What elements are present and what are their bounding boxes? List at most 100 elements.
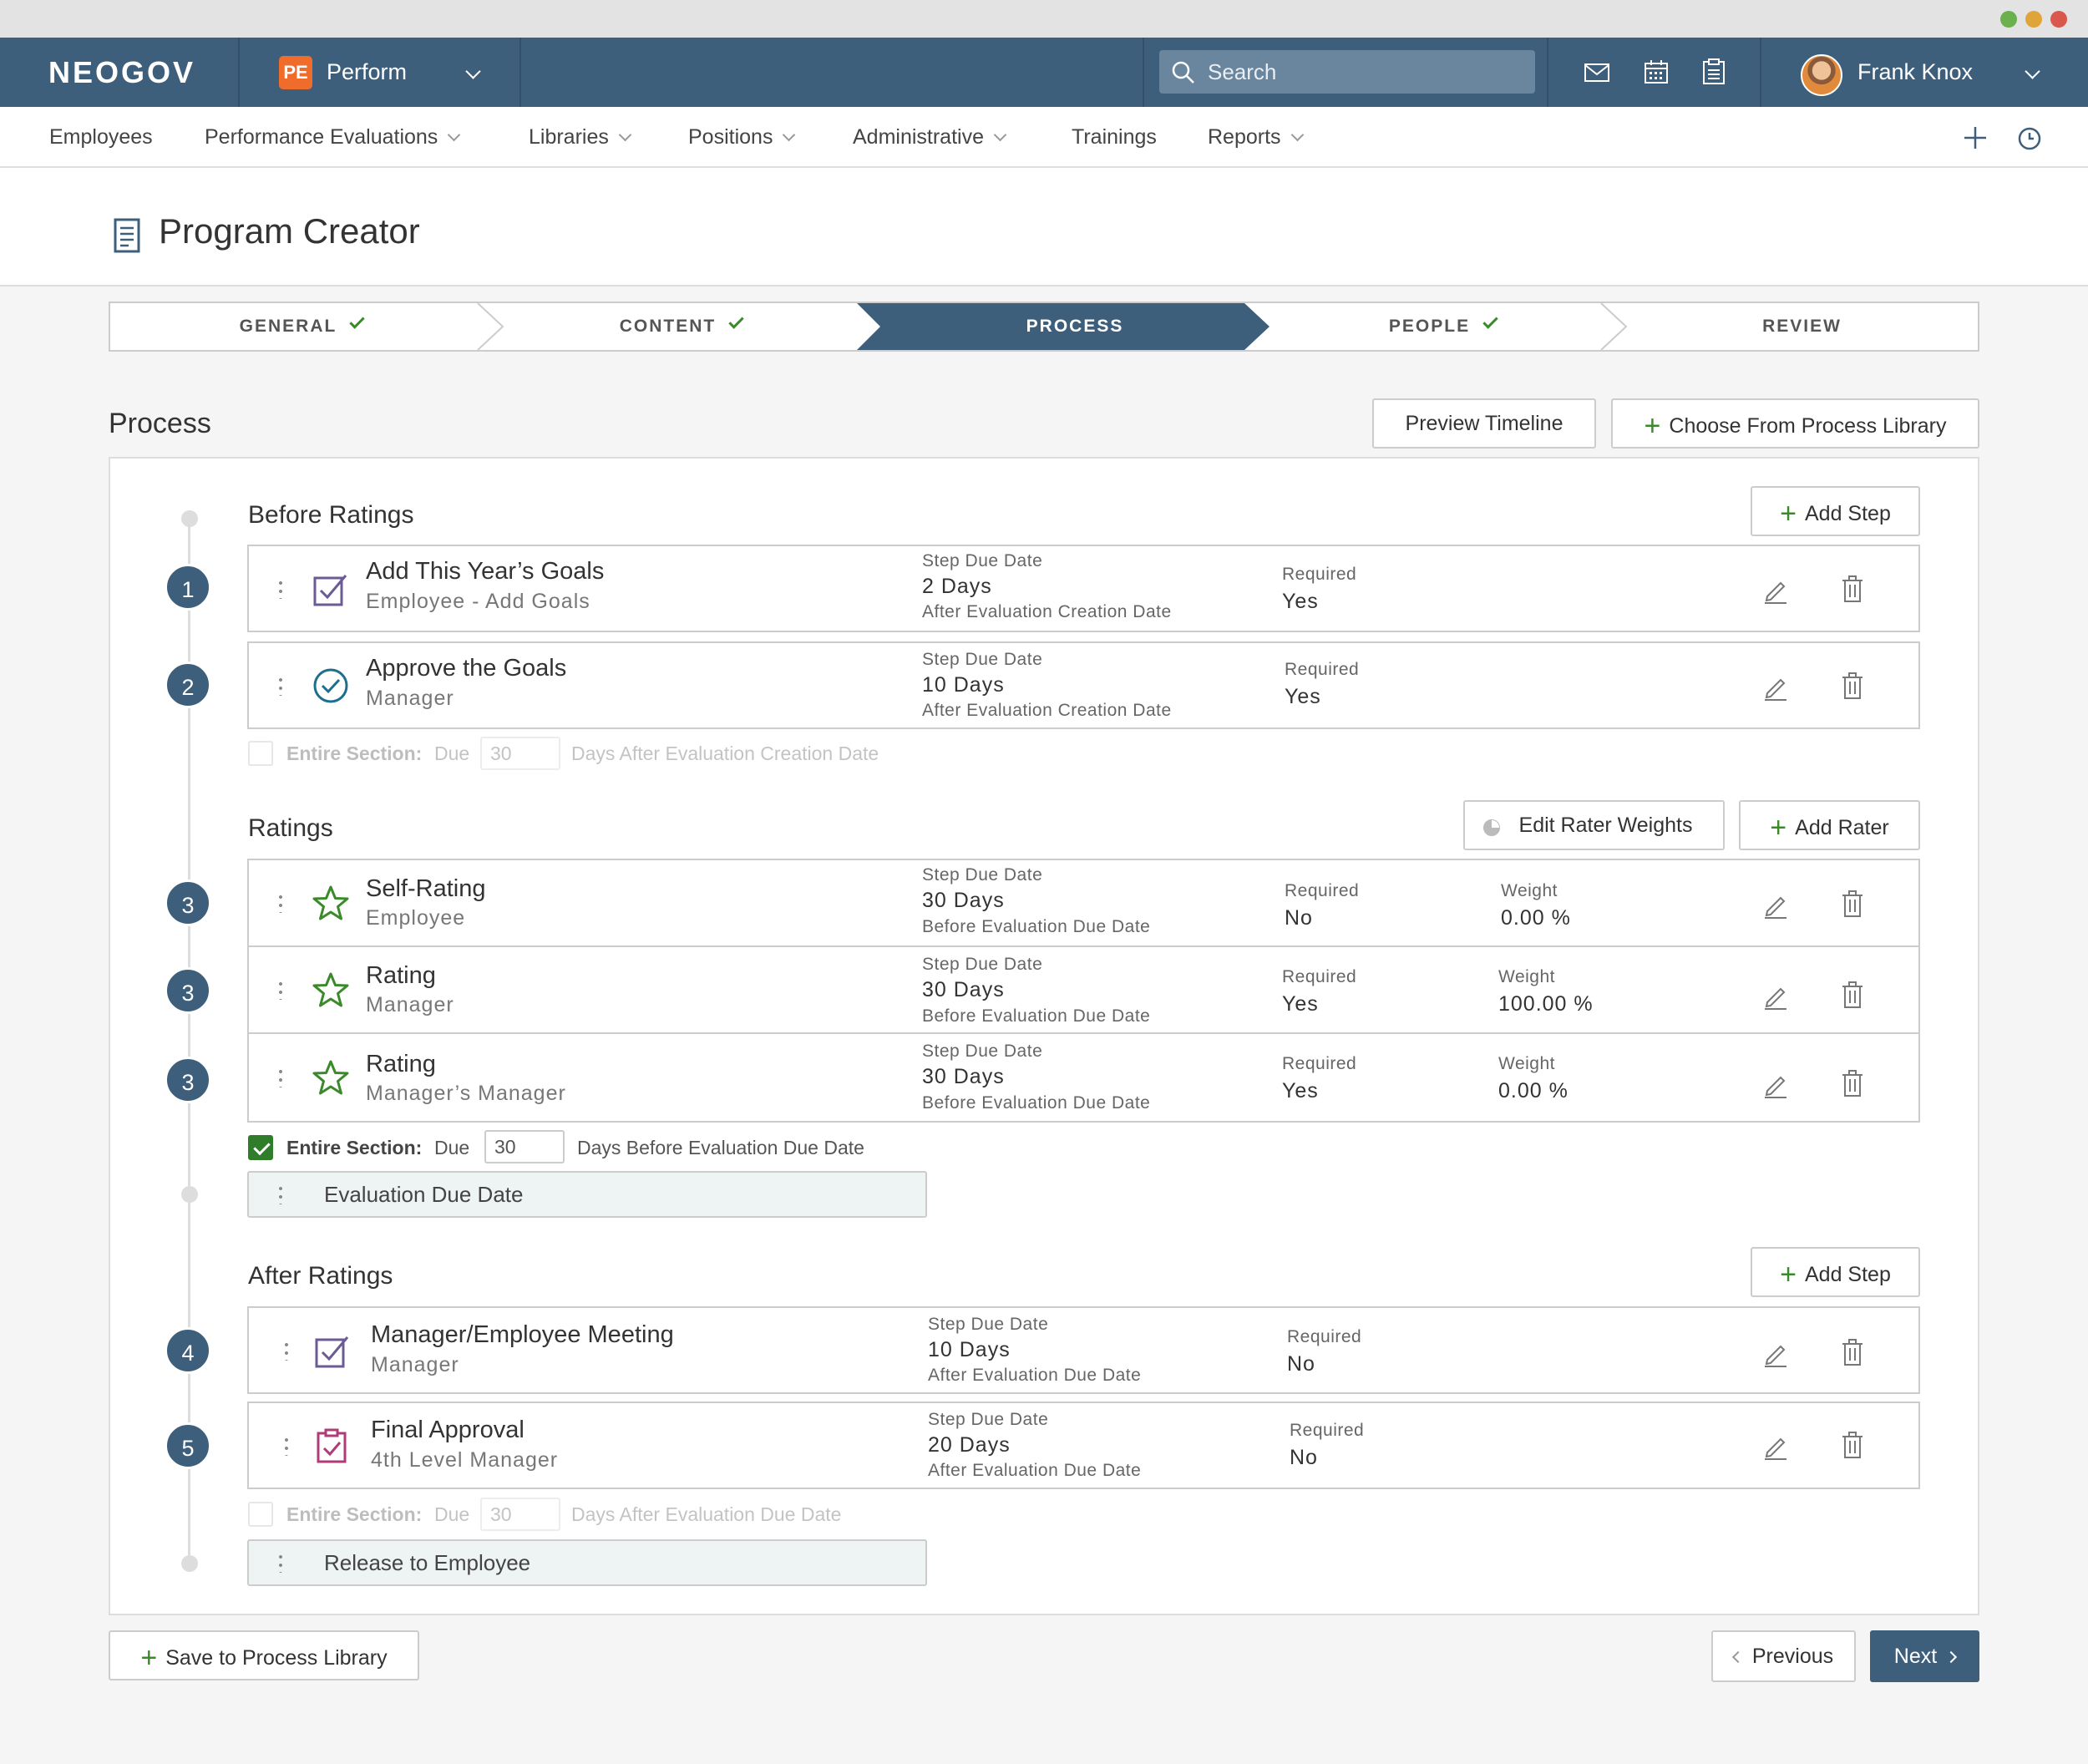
history-clock-icon[interactable] xyxy=(2017,126,2042,151)
milestone-evaluation-due-date[interactable]: Evaluation Due Date xyxy=(247,1171,927,1218)
chevron-down-icon xyxy=(1290,128,1304,142)
edit-pencil-icon[interactable] xyxy=(1761,575,1791,605)
nav-reports[interactable]: Reports xyxy=(1208,107,1304,168)
section-due-days-input[interactable]: 30 xyxy=(484,1130,565,1163)
step-subtitle: Manager’s Manager xyxy=(366,1082,566,1105)
window-maximize-dot[interactable] xyxy=(2000,11,2017,28)
user-menu-chevron-down-icon[interactable] xyxy=(2025,63,2040,79)
trash-icon[interactable] xyxy=(1837,889,1868,919)
drag-handle-icon[interactable] xyxy=(285,1340,288,1361)
nav-performance-evaluations[interactable]: Performance Evaluations xyxy=(205,107,461,168)
drag-handle-icon[interactable] xyxy=(285,1435,288,1456)
milestone-release-to-employee[interactable]: Release to Employee xyxy=(247,1539,927,1586)
title-bar: Program Creator xyxy=(0,168,2088,286)
drag-handle-icon[interactable] xyxy=(279,1553,282,1573)
clipboard-icon[interactable] xyxy=(1702,58,1726,85)
weight-value: 100.00 % xyxy=(1498,992,1594,1016)
drag-handle-icon[interactable] xyxy=(279,1067,282,1087)
step-content[interactable]: CONTENT xyxy=(503,303,857,350)
step-title: Rating xyxy=(366,962,436,989)
edit-rater-weights-button[interactable]: Edit Rater Weights xyxy=(1463,800,1725,850)
required-label: Required xyxy=(1282,967,1357,986)
nav-positions[interactable]: Positions xyxy=(688,107,796,168)
add-step-button[interactable]: + Add Step xyxy=(1751,486,1920,536)
after-ratings-heading: After Ratings xyxy=(248,1262,393,1290)
section-due-days-input[interactable]: 30 xyxy=(480,1498,560,1531)
nav-libraries[interactable]: Libraries xyxy=(529,107,632,168)
entire-section-checkbox[interactable] xyxy=(248,741,273,766)
process-step-card[interactable]: Approve the Goals Manager Step Due Date … xyxy=(247,641,1920,729)
step-process[interactable]: PROCESS xyxy=(880,303,1270,350)
required-label: Required xyxy=(1290,1421,1365,1440)
entire-section-checkbox[interactable] xyxy=(248,1135,273,1160)
step-general[interactable]: GENERAL xyxy=(110,303,490,350)
window-close-dot[interactable] xyxy=(2050,11,2067,28)
add-step-button[interactable]: + Add Step xyxy=(1751,1247,1920,1297)
drag-handle-icon[interactable] xyxy=(279,980,282,1000)
process-step-card[interactable]: Rating Manager’s Manager Step Due Date 3… xyxy=(247,1032,1920,1123)
trash-icon[interactable] xyxy=(1837,1430,1868,1460)
product-switcher[interactable]: Perform xyxy=(327,38,407,107)
step-people[interactable]: PEOPLE xyxy=(1270,303,1614,350)
nav-label: Libraries xyxy=(529,125,609,149)
trash-icon[interactable] xyxy=(1837,1337,1868,1367)
required-label: Required xyxy=(1285,881,1360,900)
step-title: Add This Year’s Goals xyxy=(366,558,605,585)
chevron-down-icon xyxy=(783,128,796,142)
edit-pencil-icon[interactable] xyxy=(1761,1431,1791,1461)
step-number-badge: 4 xyxy=(165,1327,211,1374)
due-date-reference: After Evaluation Due Date xyxy=(928,1366,1142,1385)
due-reference-text: Days After Evaluation Creation Date xyxy=(571,743,879,764)
previous-button[interactable]: Previous xyxy=(1711,1630,1856,1682)
milestone-label: Evaluation Due Date xyxy=(324,1182,524,1207)
edit-pencil-icon[interactable] xyxy=(1761,672,1791,702)
choose-from-library-button[interactable]: + Choose From Process Library xyxy=(1611,398,1979,449)
edit-pencil-icon[interactable] xyxy=(1761,1069,1791,1099)
drag-handle-icon[interactable] xyxy=(279,675,282,696)
calendar-icon[interactable] xyxy=(1644,59,1669,84)
due-date-value: 30 Days xyxy=(922,978,1005,1001)
user-avatar[interactable] xyxy=(1801,54,1842,96)
product-chevron-down-icon[interactable] xyxy=(465,63,481,79)
save-to-process-library-button[interactable]: + Save to Process Library xyxy=(109,1630,419,1680)
process-step-card[interactable]: Self-Rating Employee Step Due Date 30 Da… xyxy=(247,859,1920,947)
process-step-card[interactable]: Add This Year’s Goals Employee - Add Goa… xyxy=(247,545,1920,632)
section-due-days-input[interactable]: 30 xyxy=(480,737,560,770)
drag-handle-icon[interactable] xyxy=(279,1184,282,1204)
timeline-dot xyxy=(181,1555,198,1572)
step-subtitle: Employee xyxy=(366,906,466,930)
search-input[interactable]: Search xyxy=(1159,50,1535,94)
wizard-stepper: GENERAL CONTENT PROCESS PEOPLE REVIEW xyxy=(109,302,1979,352)
add-icon[interactable] xyxy=(1963,125,1988,150)
nav-employees[interactable]: Employees xyxy=(49,107,153,168)
button-label: Add Rater xyxy=(1795,816,1889,839)
trash-icon[interactable] xyxy=(1837,574,1868,604)
edit-pencil-icon[interactable] xyxy=(1761,890,1791,920)
drag-handle-icon[interactable] xyxy=(279,893,282,913)
process-step-card[interactable]: Final Approval 4th Level Manager Step Du… xyxy=(247,1402,1920,1489)
timeline-line xyxy=(188,520,190,1564)
chevron-down-icon xyxy=(993,128,1007,142)
trash-icon[interactable] xyxy=(1837,671,1868,701)
user-name[interactable]: Frank Knox xyxy=(1857,59,1974,84)
mail-icon[interactable] xyxy=(1584,63,1610,83)
nav-trainings[interactable]: Trainings xyxy=(1072,107,1157,168)
process-step-card[interactable]: Manager/Employee Meeting Manager Step Du… xyxy=(247,1306,1920,1394)
edit-pencil-icon[interactable] xyxy=(1761,1338,1791,1368)
entire-section-checkbox[interactable] xyxy=(248,1502,273,1527)
window-minimize-dot[interactable] xyxy=(2025,11,2042,28)
preview-timeline-button[interactable]: Preview Timeline xyxy=(1372,398,1596,449)
drag-handle-icon[interactable] xyxy=(279,578,282,599)
edit-pencil-icon[interactable] xyxy=(1761,981,1791,1011)
section-title: Process xyxy=(109,408,211,439)
step-review[interactable]: REVIEW xyxy=(1626,303,1978,350)
trash-icon[interactable] xyxy=(1837,1068,1868,1098)
neogov-logo[interactable]: NEOGOV xyxy=(48,55,196,89)
add-rater-button[interactable]: + Add Rater xyxy=(1739,800,1920,850)
trash-icon[interactable] xyxy=(1837,980,1868,1010)
process-step-card[interactable]: Rating Manager Step Due Date 30 Days Bef… xyxy=(247,945,1920,1034)
next-button[interactable]: Next xyxy=(1870,1630,1979,1682)
due-date-reference: Before Evaluation Due Date xyxy=(922,1006,1151,1026)
nav-label: Employees xyxy=(49,125,153,149)
nav-administrative[interactable]: Administrative xyxy=(853,107,1007,168)
